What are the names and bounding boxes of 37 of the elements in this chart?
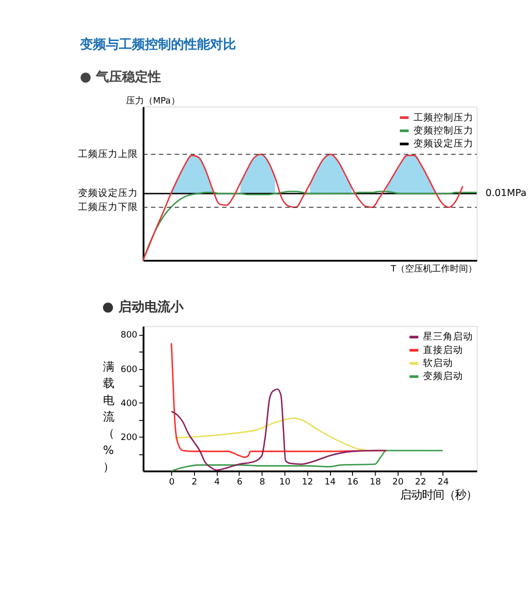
legend-label: 变频控制压力 [413,124,474,136]
x-axis-title: T（空压机工作时间） [390,263,478,274]
x-tick-label: 24 [438,478,450,488]
x-tick-label: 12 [302,478,314,488]
y-tick-label: 600 [120,364,138,375]
ref-line-label: 工频压力上限 [78,148,138,160]
line-series [170,388,387,471]
text: 变频设定压力 [78,187,138,200]
legend-label: 软启动 [423,357,454,370]
x-tick-label: 22 [415,478,426,488]
x-tick-label: 4 [214,478,220,488]
y-axis-title: 压力（MPa） [126,96,180,107]
legend-label: 工频控制压力 [413,111,474,124]
y-tick-label: 800 [120,330,138,341]
chart-subtitle: ● 气压稳定性 [80,69,161,86]
chart-title: 变频与工频控制的性能对比 [78,36,236,53]
y-tick-label: 200 [120,432,138,443]
y-axis-title: 满载电流（%） [102,359,114,474]
x-axis-title: 启动时间（秒） [400,488,478,502]
x-tick-label: 20 [392,478,404,488]
x-tick-label: 6 [236,478,243,488]
chart-title: ● 启动电流小 [102,299,184,316]
x-tick-label: 14 [324,478,336,488]
x-tick-label: 18 [370,478,381,488]
x-tick-label: 8 [259,478,266,488]
text: 0.01MPa [485,188,527,200]
ref-line-label: 工频压力下限 [78,200,138,213]
legend-label: 变频设定压力 [413,138,474,150]
legend-label: 直接启动 [423,344,464,356]
x-tick-label: 2 [192,478,198,488]
legend-label: 星三角启动 [423,330,474,343]
legend-label: 变频启动 [423,370,464,382]
x-tick-label: 0 [169,478,175,488]
x-tick-label: 16 [347,478,359,488]
x-tick-label: 10 [279,478,290,488]
line-series [170,450,444,472]
y-tick-label: 400 [120,398,138,409]
